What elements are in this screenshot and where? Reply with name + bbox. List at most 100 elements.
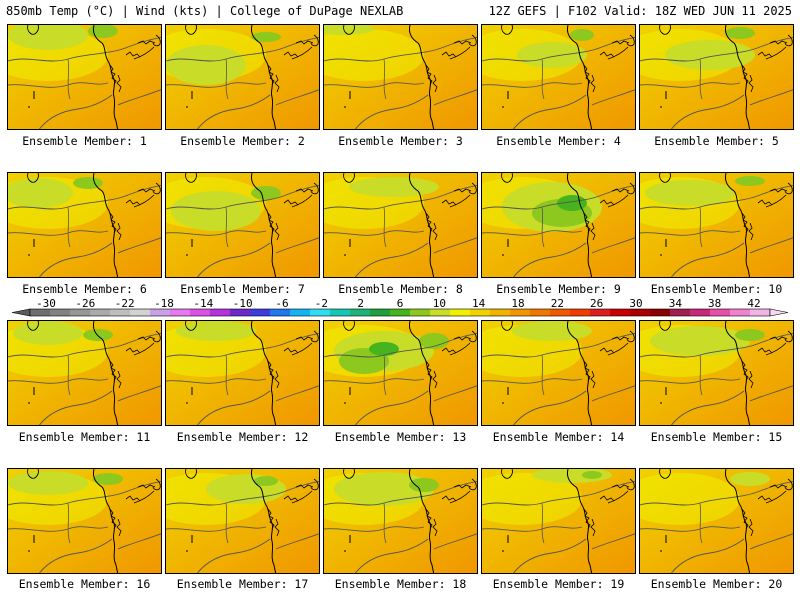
colorbar-swatch [630,309,651,316]
colorbar-tick-label: -18 [154,297,174,310]
ensemble-member-map [323,320,478,426]
ensemble-member-caption: Ensemble Member: 15 [650,430,783,444]
ensemble-member-map [323,24,478,130]
ensemble-member-caption: Ensemble Member: 14 [492,430,625,444]
colorbar-tick-label: -6 [275,297,289,310]
ensemble-member-map [7,172,162,278]
colorbar-swatch [590,309,611,316]
ensemble-member-caption: Ensemble Member: 7 [180,282,305,296]
ensemble-member-map [165,320,320,426]
ensemble-member-caption: Ensemble Member: 13 [334,430,467,444]
ensemble-member-map [165,172,320,278]
colorbar-min-arrow [11,308,31,317]
ensemble-member-caption: Ensemble Member: 3 [338,134,463,148]
ensemble-member-caption: Ensemble Member: 6 [22,282,147,296]
colorbar-tick-label: 30 [629,297,643,310]
colorbar-swatch [30,309,51,316]
ensemble-member-map [165,24,320,130]
colorbar-swatch [230,309,251,316]
ensemble-member-caption: Ensemble Member: 1 [22,134,147,148]
colorbar-tick-label: -2 [314,297,328,310]
colorbar-tick-label: 10 [432,297,446,310]
ensemble-member-map [7,24,162,130]
ensemble-member-caption: Ensemble Member: 10 [650,282,783,296]
colorbar-swatch [250,309,271,316]
colorbar-swatch [210,309,231,316]
colorbar-swatch [150,309,171,316]
colorbar-swatch [90,309,111,316]
ensemble-member-caption: Ensemble Member: 18 [334,577,467,591]
colorbar-swatch [290,309,311,316]
map-title: 850mb Temp (°C) | Wind (kts) | College o… [6,4,404,18]
ensemble-member-map [481,24,636,130]
ensemble-member-caption: Ensemble Member: 20 [650,577,783,591]
colorbar-swatch [730,309,751,316]
colorbar-swatch [270,309,291,316]
ensemble-member-map [639,468,794,574]
colorbar-swatch [390,309,411,316]
ensemble-member-map [323,172,478,278]
colorbar-swatch [670,309,691,316]
colorbar-swatch [550,309,571,316]
temperature-colorbar [8,296,792,320]
colorbar-swatch [350,309,371,316]
colorbar-swatch [510,309,531,316]
colorbar-tick-label: 38 [708,297,722,310]
colorbar-tick-label: -30 [36,297,56,310]
ensemble-member-map [639,320,794,426]
colorbar-tick-label: -26 [75,297,96,310]
colorbar-swatch [710,309,731,316]
ensemble-member-caption: Ensemble Member: 12 [176,430,309,444]
colorbar-tick-label: -22 [114,297,135,310]
colorbar-swatch [650,309,671,316]
ensemble-member-caption: Ensemble Member: 17 [176,577,309,591]
ensemble-member-map [7,468,162,574]
colorbar-swatch [70,309,91,316]
ensemble-member-map [481,468,636,574]
ensemble-member-caption: Ensemble Member: 19 [492,577,625,591]
ensemble-member-map [7,320,162,426]
colorbar-swatch [330,309,351,316]
colorbar-swatch [170,309,191,316]
ensemble-member-map [639,24,794,130]
ensemble-member-map [481,320,636,426]
colorbar-swatch [570,309,591,316]
colorbar-swatch [190,309,211,316]
colorbar-swatch [430,309,451,316]
colorbar-tick-label: -10 [232,297,253,310]
ensemble-member-map [639,172,794,278]
ensemble-member-caption: Ensemble Member: 2 [180,134,305,148]
colorbar-swatch [530,309,551,316]
colorbar-tick-label: 26 [590,297,604,310]
colorbar-swatch [610,309,631,316]
ensemble-member-caption: Ensemble Member: 11 [18,430,151,444]
colorbar-tick-label: 34 [668,297,682,310]
ensemble-member-caption: Ensemble Member: 16 [18,577,151,591]
colorbar-tick-label: 18 [511,297,525,310]
ensemble-member-caption: Ensemble Member: 8 [338,282,463,296]
colorbar-swatch [450,309,471,316]
ensemble-member-caption: Ensemble Member: 9 [496,282,621,296]
colorbar-tick-label: 14 [472,297,486,310]
colorbar-swatch [490,309,511,316]
colorbar-swatch [690,309,711,316]
colorbar-swatch [410,309,431,316]
ensemble-member-map [481,172,636,278]
ensemble-member-caption: Ensemble Member: 5 [654,134,779,148]
colorbar-max-arrow [769,308,789,317]
colorbar-tick-label: -14 [193,297,214,310]
ensemble-member-map [323,468,478,574]
valid-time-label: 12Z GEFS | F102 Valid: 18Z WED JUN 11 20… [488,4,792,18]
colorbar-swatch [130,309,151,316]
colorbar-swatch [50,309,71,316]
colorbar-swatch [370,309,391,316]
colorbar-swatch [750,309,771,316]
colorbar-swatch [110,309,131,316]
colorbar-swatch [470,309,491,316]
ensemble-member-caption: Ensemble Member: 4 [496,134,621,148]
colorbar-tick-label: 42 [747,297,761,310]
colorbar-tick-label: 2 [357,297,364,310]
colorbar-tick-label: 6 [396,297,404,310]
colorbar-swatch [310,309,331,316]
colorbar-tick-label: 22 [550,297,564,310]
